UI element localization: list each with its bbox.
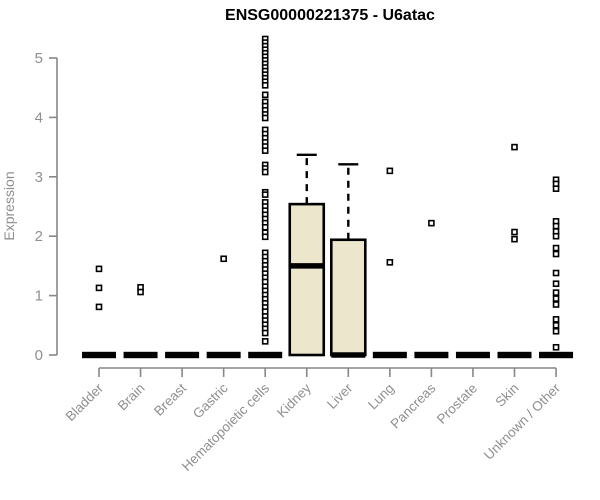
outlier-point [511,228,518,236]
outlier-point [552,316,560,323]
x-axis-tick-label: Kidney [274,380,314,420]
x-axis-tick-label: Lung [365,381,397,413]
outlier-point [552,185,560,192]
outlier-point [220,255,227,263]
outlier-point [386,167,394,175]
outlier-point [552,343,560,351]
x-axis-tick-label: Brain [115,381,148,414]
chart-title: ENSG00000221375 - U6atac [225,7,435,24]
outlier-point [261,82,269,89]
y-axis-tick-label: 4 [35,109,43,126]
outlier-point [261,114,269,122]
x-axis-tick-label: Pancreas [388,380,439,431]
x-axis-tick-label: Gastric [190,380,231,421]
x-axis-tick-label: Breast [151,380,189,418]
y-axis-tick-label: 5 [35,50,43,67]
zero-median-bar [248,351,283,359]
outlier-point [95,284,103,292]
x-axis-tick-label: Unknown / Other [481,380,564,463]
outlier-point [137,288,144,296]
outlier-point [552,250,560,258]
y-axis-label: Expression [1,171,17,240]
outlier-point [261,329,269,337]
outlier-point [552,269,560,277]
zero-median-bar [165,351,200,359]
outlier-point [552,321,560,329]
outlier-point [95,303,103,311]
x-axis-tick-label: Skin [492,381,521,410]
outlier-point [428,219,435,227]
outlier-point [261,147,269,154]
y-axis-tick-label: 2 [35,228,43,245]
zero-median-bar [206,351,241,359]
zero-median-bar [82,351,116,359]
outlier-point [261,91,269,99]
outlier-point [261,168,269,176]
zero-median-bar [539,351,574,359]
outlier-point [261,338,269,345]
outlier-point [552,244,560,252]
outlier-point [261,233,269,241]
zero-median-bar [497,351,532,359]
outlier-point [261,191,269,198]
x-axis-tick-label: Prostate [434,381,480,427]
outlier-point [552,295,560,302]
outlier-point [552,301,560,308]
outlier-point [511,235,518,243]
outlier-point [95,265,103,273]
outlier-point [552,222,560,230]
zero-median-bar [414,351,449,359]
y-axis-tick-label: 0 [35,347,43,364]
outlier-point [552,289,560,296]
y-axis-tick-label: 3 [35,169,43,186]
boxplot-box [329,238,367,357]
y-axis-tick-label: 1 [35,288,43,305]
outlier-point [511,143,518,151]
x-axis-tick-label: Liver [324,380,356,412]
outlier-point [552,232,560,240]
outlier-point [386,259,394,266]
outlier-point [552,280,560,288]
zero-median-bar [123,351,158,359]
zero-median-bar [372,351,407,359]
boxplot-marks-group [82,35,574,359]
zero-median-bar [455,351,490,359]
outlier-point [552,327,560,335]
boxplot-box [288,202,326,357]
x-axis-tick-label: Bladder [63,380,107,424]
outlier-point [261,223,269,231]
